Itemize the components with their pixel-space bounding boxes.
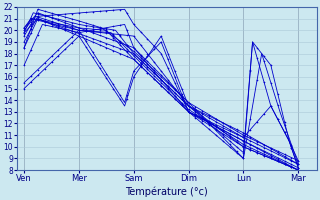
X-axis label: Température (°c): Température (°c) [125, 186, 208, 197]
